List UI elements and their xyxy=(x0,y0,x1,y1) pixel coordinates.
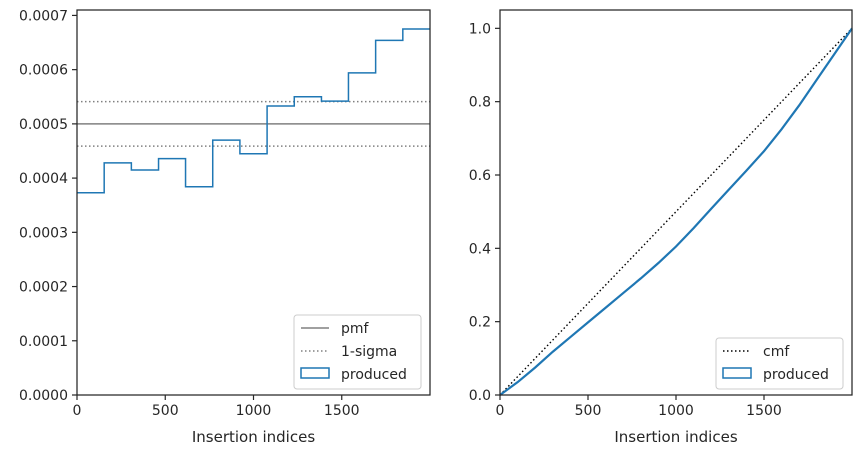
legend-produced-label: produced xyxy=(341,367,407,383)
x-tick-label: 0 xyxy=(496,403,505,419)
right-axes-frame xyxy=(499,9,853,396)
x-tick-label: 0 xyxy=(73,403,82,419)
y-tick-label: 0.0002 xyxy=(19,280,68,296)
left-chart-marks xyxy=(77,28,430,194)
left-legend: pmf 1-sigma produced xyxy=(293,314,422,390)
y-tick-label: 0.0 xyxy=(469,388,491,404)
y-tick-label: 1.0 xyxy=(469,21,491,37)
y-tick-label: 0.0003 xyxy=(19,225,68,241)
legend-produced-label: produced xyxy=(763,367,829,383)
legend-produced-swatch xyxy=(300,367,330,379)
right-legend: cmf produced xyxy=(715,337,844,390)
x-tick-label: 1000 xyxy=(658,403,694,419)
left-x-axis-label: Insertion indices xyxy=(192,428,315,446)
cmf-line xyxy=(499,27,853,396)
right-chart-marks xyxy=(499,27,853,396)
left-axis-ticks: 0 500 1000 1500 0.0000 0.0001 0.0002 0.0003 0.00… xyxy=(19,8,360,419)
x-tick-label: 500 xyxy=(575,403,602,419)
left-chart-panel: 0 500 1000 1500 0.0000 0.0001 0.0002 0.0003 0.00… xyxy=(19,8,431,446)
y-tick-label: 0.2 xyxy=(469,315,491,331)
left-legend-frame xyxy=(293,314,422,390)
y-tick-label: 0.0004 xyxy=(19,171,68,187)
x-tick-label: 1500 xyxy=(324,403,360,419)
y-tick-label: 0.0000 xyxy=(19,388,68,404)
y-tick-label: 0.0005 xyxy=(19,117,68,133)
right-axis-ticks: 0 500 1000 1500 0.0 0.2 0.4 0.6 0.8 1.0 xyxy=(469,21,782,419)
right-x-axis-label: Insertion indices xyxy=(614,428,737,446)
y-tick-label: 0.0007 xyxy=(19,8,68,24)
produced-cdf-line xyxy=(499,27,853,396)
legend-produced-swatch xyxy=(722,367,752,379)
legend-1-sigma-label: 1-sigma xyxy=(341,344,397,360)
y-tick-label: 0.0006 xyxy=(19,63,68,79)
y-tick-label: 0.8 xyxy=(469,95,491,111)
produced-step-line xyxy=(77,28,430,194)
x-tick-label: 1000 xyxy=(236,403,272,419)
right-chart-panel: 0 500 1000 1500 0.0 0.2 0.4 0.6 0.8 1.0 Insertion… xyxy=(469,9,853,446)
x-tick-label: 500 xyxy=(152,403,179,419)
y-tick-label: 0.0001 xyxy=(19,334,68,350)
legend-cmf-label: cmf xyxy=(763,344,790,360)
x-tick-label: 1500 xyxy=(746,403,782,419)
y-tick-label: 0.4 xyxy=(469,241,491,257)
legend-pmf-label: pmf xyxy=(341,321,370,337)
y-tick-label: 0.6 xyxy=(469,168,491,184)
